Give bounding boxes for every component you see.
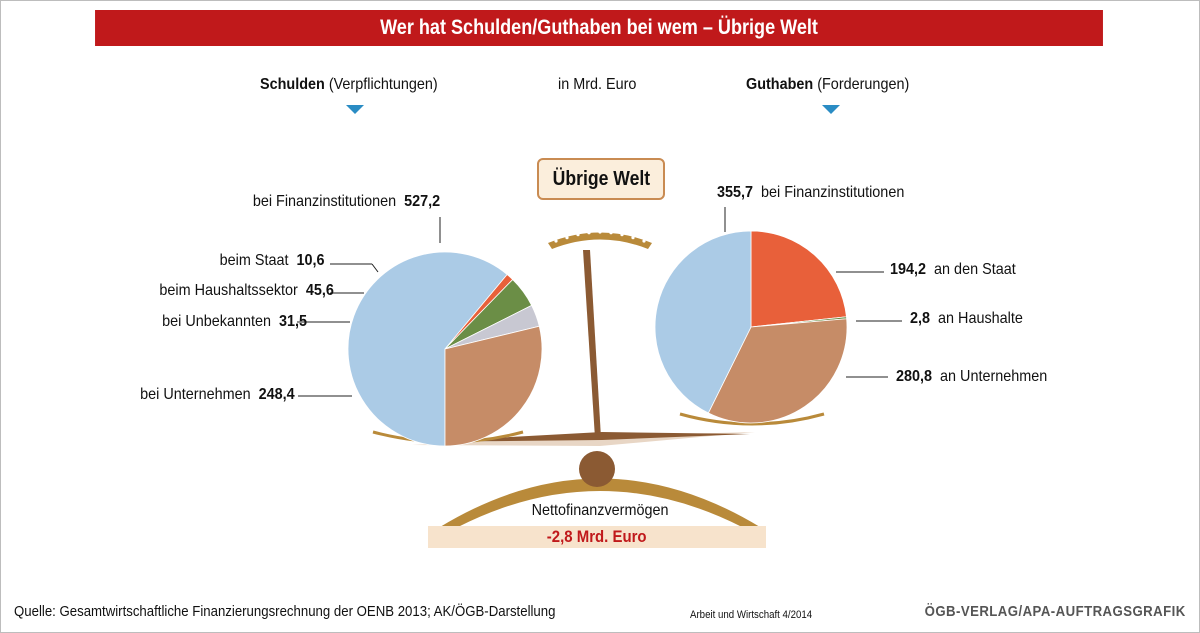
scale-dial-dot (554, 239, 558, 243)
left-label-finanz: bei Finanzinstitutionen 527,2 (253, 193, 440, 211)
right-label-unternehmen: 280,8 an Unternehmen (896, 368, 1047, 386)
left-label-staat: beim Staat 10,6 (220, 252, 325, 270)
left-label-unbekannt: bei Unbekannten 31,5 (162, 313, 307, 331)
scale-dial-dot (565, 236, 569, 240)
guthaben-arrow-icon (822, 105, 840, 114)
left-value-finanz: 527,2 (403, 193, 440, 210)
right-slice-unternehmen (707, 318, 848, 424)
leader-left-staat-b (371, 263, 379, 273)
scale-beam (420, 432, 750, 442)
header-unit: in Mrd. Euro (558, 76, 637, 93)
right-slice-finanz (654, 230, 752, 414)
right-pan (679, 412, 825, 426)
right-label-finanz: 355,7 bei Finanzinstitutionen (717, 184, 904, 202)
right-label-staat: 194,2 an den Staat (890, 261, 1016, 279)
scale-dial (548, 232, 652, 249)
left-label-unternehmen-text: bei Unternehmen (140, 386, 251, 403)
scale-base-arc (440, 478, 760, 527)
left-value-unternehmen: 248,4 (258, 386, 295, 403)
scale-dial-dot (642, 239, 646, 243)
netto-value: -2,8 Mrd. Euro (428, 526, 766, 548)
netto-value-text: -2,8 Mrd. Euro (547, 527, 647, 546)
left-label-staat-text: beim Staat (220, 252, 289, 269)
right-value-haushalt: 2,8 (910, 310, 931, 327)
left-label-haushalt-text: beim Haushaltssektor (159, 282, 298, 299)
schulden-arrow-icon (346, 105, 364, 114)
header-schulden: Schulden (Verpflichtungen) (260, 76, 438, 94)
header-schulden-bold: Schulden (260, 76, 325, 93)
scale-pointer (583, 250, 601, 438)
scale-dial-dot (587, 231, 591, 235)
left-label-haushalt: beim Haushaltssektor 45,6 (160, 282, 334, 300)
scale-dial-dot (576, 233, 580, 237)
scale-dial-dot (631, 236, 635, 240)
right-value-unternehmen: 280,8 (896, 368, 933, 385)
netto-label-text: Nettofinanzvermögen (531, 502, 669, 519)
brand-note: ÖGB-VERLAG/APA-AUFTRAGSGRAFIK (924, 603, 1186, 620)
left-value-haushalt: 45,6 (305, 282, 334, 299)
header-guthaben-bold: Guthaben (746, 76, 814, 93)
right-slice-staat (750, 230, 847, 328)
left-label-unbekannt-text: bei Unbekannten (162, 313, 271, 330)
chart-title: Wer hat Schulden/Guthaben bei wem – Übri… (95, 10, 1103, 46)
left-label-finanz-text: bei Finanzinstitutionen (252, 193, 396, 210)
right-label-finanz-text: bei Finanzinstitutionen (761, 184, 905, 201)
scale-dial-dot (598, 230, 602, 234)
right-value-finanz: 355,7 (717, 184, 754, 201)
left-value-staat: 10,6 (296, 252, 325, 269)
header-guthaben-text: (Forderungen) (817, 76, 910, 93)
right-label-haushalt-text: an Haushalte (938, 310, 1023, 327)
scale-dial-dot (609, 231, 613, 235)
scale-pivot (579, 451, 615, 487)
right-label-unternehmen-text: an Unternehmen (940, 368, 1048, 385)
center-label: Übrige Welt (552, 168, 650, 190)
left-slice-finanz (347, 251, 508, 447)
header-schulden-text: (Verpflichtungen) (328, 76, 438, 93)
header-guthaben: Guthaben (Forderungen) (746, 76, 909, 94)
right-label-staat-text: an den Staat (934, 261, 1016, 278)
left-slice-unternehmen (444, 325, 543, 447)
left-label-unternehmen: bei Unternehmen 248,4 (140, 386, 295, 404)
left-value-unbekannt: 31,5 (278, 313, 307, 330)
netto-bar (428, 526, 766, 548)
right-value-staat: 194,2 (890, 261, 927, 278)
netto-label: Nettofinanzvermögen (500, 502, 700, 520)
scale-dial-dot (620, 233, 624, 237)
center-label-box: Übrige Welt (537, 158, 665, 200)
right-label-haushalt: 2,8 an Haushalte (910, 310, 1023, 328)
publication-note: Arbeit und Wirtschaft 4/2014 (690, 609, 813, 621)
source-note: Quelle: Gesamtwirtschaftliche Finanzieru… (14, 603, 556, 620)
